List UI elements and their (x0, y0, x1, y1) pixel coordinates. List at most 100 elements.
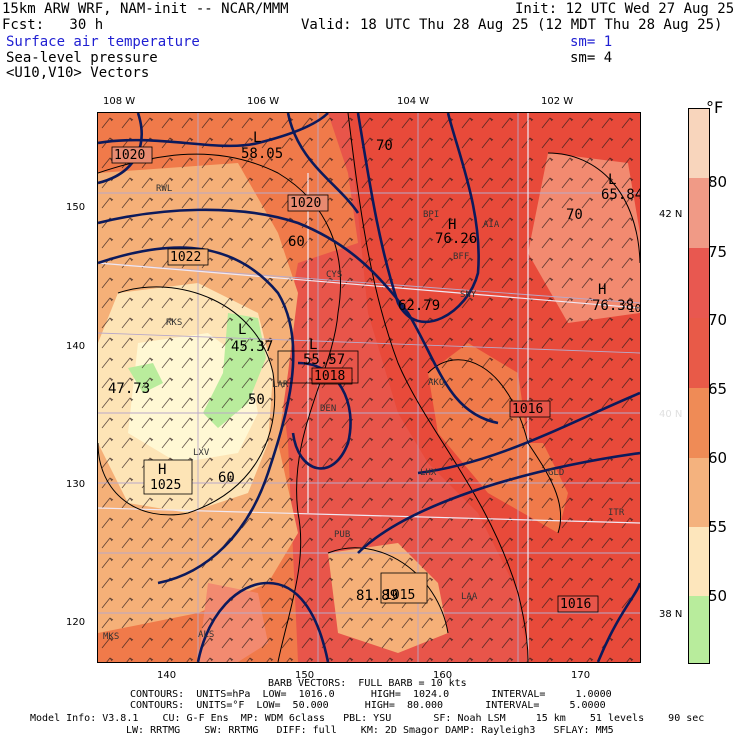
extremum-value: 76.38 (592, 298, 635, 314)
extremum-value: 76.26 (435, 231, 478, 247)
temp-contour-label: 50 (248, 392, 265, 408)
station-label: AIA (483, 220, 500, 230)
legend-label: 55 (708, 518, 728, 536)
station-label: ITR (608, 508, 625, 518)
field-slp: Sea-level pressure (6, 50, 158, 66)
station-label: BFF (453, 252, 470, 262)
station-label: CYS (326, 270, 343, 280)
extremum-value: 65.84 (601, 187, 641, 203)
station-label: ALS (198, 630, 215, 640)
lat-label: 40 N (659, 409, 683, 420)
legend-swatch (689, 318, 709, 388)
isobar-label: 1022 (170, 250, 202, 265)
station-label: SNY (460, 290, 477, 300)
map-canvas (98, 113, 640, 662)
low-marker: L (309, 337, 318, 353)
temp-contour-label: 70 (566, 207, 583, 223)
station-label: LAR (272, 380, 289, 390)
contour-info-slp: CONTOURS: UNITS=hPa LOW= 1016.0 HIGH= 10… (130, 689, 612, 700)
field-surface-temp: Surface air temperature (6, 34, 200, 50)
station-label: LXV (193, 448, 210, 458)
field-surface-temp-smoothing: sm= 1 (570, 34, 613, 50)
station-label: RWL (156, 184, 173, 194)
y-tick-label: 120 (66, 617, 86, 628)
field-wind-vectors: <U10,V10> Vectors (6, 65, 150, 81)
isobar-label: 1020 (290, 196, 322, 211)
y-tick-label: 150 (66, 202, 86, 213)
extremum-value: 45.37 (231, 339, 274, 355)
station-label: AKO (428, 378, 445, 388)
isobar-label: 1020 (114, 148, 146, 163)
state-boundaries (98, 113, 640, 662)
temp-contour-label: 60 (218, 470, 235, 486)
lat-label: 42 N (659, 209, 683, 220)
forecast-map: 1020 1020 1022 1018 1016 1016 1025 1016 … (97, 112, 641, 663)
x-tick-label: 160 (433, 670, 453, 681)
color-legend (688, 108, 710, 664)
station-label: MKS (103, 632, 120, 642)
barb-info: BARB VECTORS: FULL BARB = 10 kts (268, 678, 467, 689)
lon-label: 104 W (397, 96, 430, 107)
x-tick-label: 140 (157, 670, 177, 681)
forecast-hour: Fcst: 30 h (2, 17, 104, 33)
lon-label: 108 W (103, 96, 136, 107)
isobar-label: 1016 (560, 597, 592, 612)
y-tick-label: 130 (66, 479, 86, 490)
isobar-label: 1016 (512, 402, 544, 417)
station-label: PUB (334, 530, 351, 540)
legend-swatch (689, 248, 709, 318)
isobar-label: 1015 (384, 588, 416, 603)
extremum-value: 55.57 (303, 352, 346, 368)
legend-label: 75 (708, 243, 728, 261)
lon-label: 106 W (247, 96, 280, 107)
station-label: LAA (461, 592, 478, 602)
isobar-label: 1025 (150, 478, 182, 493)
extremum-value: 58.05 (241, 146, 284, 162)
x-tick-label: 170 (571, 670, 591, 681)
legend-label: 70 (708, 311, 728, 329)
legend-swatch (689, 458, 709, 527)
high-marker: H (598, 282, 607, 298)
extremum-value: 81.89 (356, 588, 399, 604)
lat-label: 38 N (659, 609, 683, 620)
temp-contour-label: 70 (376, 138, 393, 154)
station-label: LHX (420, 468, 437, 478)
legend-swatch (689, 388, 709, 458)
legend-swatch (689, 109, 709, 178)
low-marker: L (238, 322, 247, 338)
isobar-label: 1018 (314, 369, 346, 384)
lon-label: 102 W (541, 96, 574, 107)
legend-swatch (689, 527, 709, 596)
isobar-label: 1016 (628, 302, 641, 315)
contour-info-temp: CONTOURS: UNITS=°F LOW= 50.000 HIGH= 80.… (130, 700, 606, 711)
temp-contour-label: 60 (288, 234, 305, 250)
isobar-label-group (111, 146, 599, 613)
model-title: 15km ARW WRF, NAM-init -- NCAR/MMM (2, 1, 289, 17)
low-marker: L (253, 130, 262, 146)
model-info-physics: LW: RRTMG SW: RRTMG DIFF: full KM: 2D Sm… (126, 725, 614, 736)
valid-time: Valid: 18 UTC Thu 28 Aug 25 (12 MDT Thu … (301, 17, 723, 33)
y-tick-label: 140 (66, 341, 86, 352)
low-marker: L (608, 172, 617, 188)
model-info: Model Info: V3.8.1 CU: G-F Ens MP: WDM 6… (30, 713, 705, 724)
station-label: DEN (320, 404, 337, 414)
high-marker: H (448, 217, 457, 233)
extremum-value: 62.79 (398, 298, 441, 314)
field-slp-smoothing: sm= 4 (570, 50, 613, 66)
legend-label: 65 (708, 380, 728, 398)
legend-label: 50 (708, 587, 728, 605)
high-marker: H (158, 462, 167, 478)
legend-label: 80 (708, 173, 728, 191)
init-time: Init: 12 UTC Wed 27 Aug 25 (515, 1, 735, 17)
x-tick-label: 150 (295, 670, 315, 681)
station-label: BPI (423, 210, 440, 220)
legend-swatch (689, 596, 709, 663)
legend-unit: °F (706, 98, 724, 117)
temperature-contours (98, 113, 640, 662)
station-label: GLD (548, 468, 565, 478)
extremum-value: 47.73 (108, 381, 151, 397)
isobars (98, 113, 640, 662)
station-label: RKS (166, 318, 183, 328)
legend-swatch (689, 178, 709, 248)
wind-barbs (98, 113, 640, 662)
